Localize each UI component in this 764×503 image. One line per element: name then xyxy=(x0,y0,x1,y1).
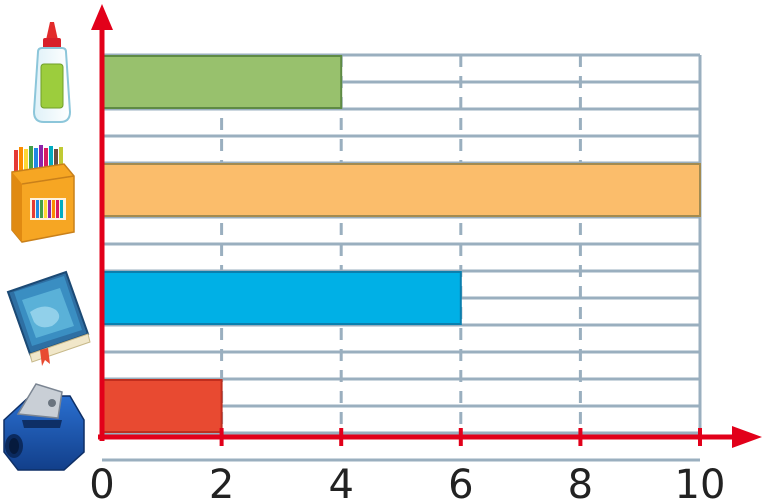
glue-bottle-icon xyxy=(32,22,72,123)
x-axis-arrow xyxy=(732,426,762,448)
bar-glue xyxy=(101,55,343,109)
x-tick-label: 4 xyxy=(328,462,353,503)
pencil-sharpener-icon xyxy=(3,383,85,471)
y-axis-arrow xyxy=(91,4,113,30)
tick-labels: 0 2 4 6 8 10 xyxy=(89,462,725,503)
bar-pencil-sharpener xyxy=(101,379,223,433)
bars xyxy=(101,55,701,433)
axes xyxy=(91,4,762,448)
book-icon xyxy=(6,270,91,366)
colored-pencils-box-icon xyxy=(11,145,75,243)
x-tick-label: 6 xyxy=(448,462,473,503)
x-tick-label: 2 xyxy=(209,462,234,503)
bar-book xyxy=(101,271,462,325)
bar-colored-pencils xyxy=(101,163,701,217)
x-tick-label: 8 xyxy=(568,462,593,503)
x-tick-label: 0 xyxy=(89,462,114,503)
x-tick-label: 10 xyxy=(675,462,726,503)
